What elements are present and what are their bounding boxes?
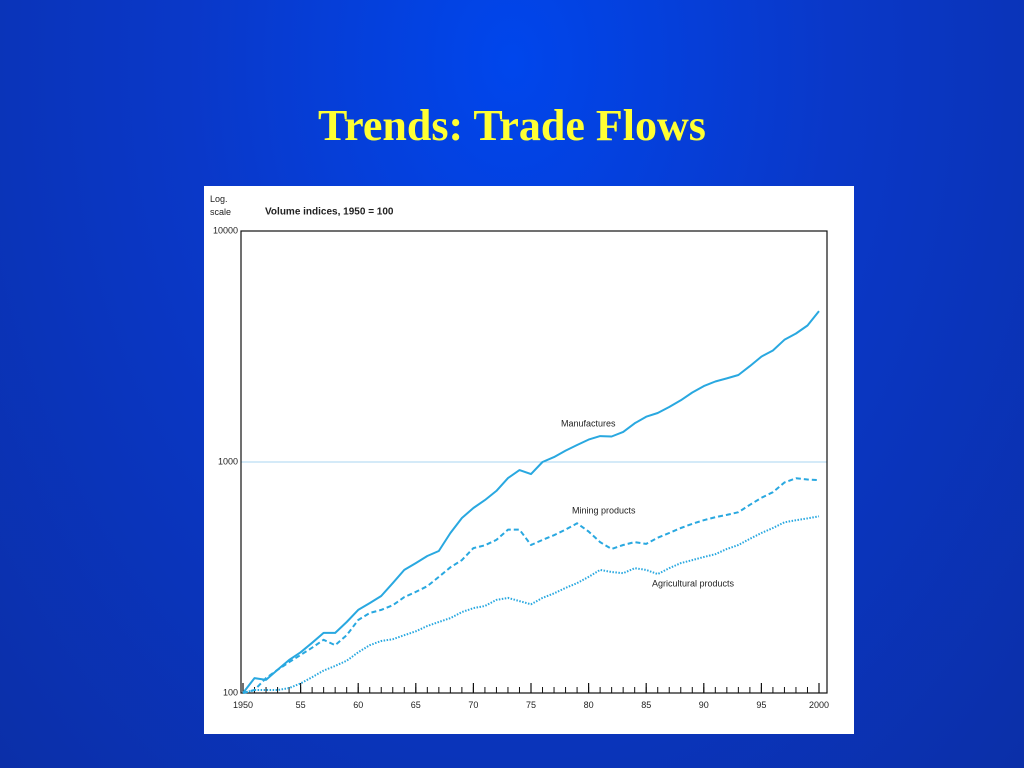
plot-frame — [240, 230, 828, 694]
x-tick-label: 60 — [353, 700, 363, 710]
y-axis-label: Log. scale — [210, 194, 232, 217]
x-tick-label: 75 — [526, 700, 536, 710]
series-label: Agricultural products — [652, 578, 735, 588]
series-label: Manufactures — [561, 418, 616, 428]
chart-title: Volume indices, 1950 = 100 — [265, 207, 394, 218]
x-tick-label: 80 — [584, 700, 594, 710]
x-tick-label: 70 — [468, 700, 478, 710]
chart-panel: Log. scale Volume indices, 1950 = 100 10… — [204, 186, 854, 734]
x-tick-label: 65 — [411, 700, 421, 710]
y-tick-label: 100 — [223, 687, 238, 697]
slide-title: Trends: Trade Flows — [318, 101, 706, 150]
series-line — [242, 477, 820, 694]
y-tick-label: 10000 — [213, 225, 238, 235]
x-tick-label: 2000 — [809, 700, 829, 710]
x-tick-label: 55 — [296, 700, 306, 710]
x-tick-label: 95 — [756, 700, 766, 710]
series-line — [242, 515, 820, 694]
x-tick-label: 90 — [699, 700, 709, 710]
x-tick-label: 1950 — [233, 700, 253, 710]
y-tick-label: 1000 — [218, 456, 238, 466]
series-label: Mining products — [572, 505, 636, 515]
series-line — [242, 310, 820, 694]
x-tick-label: 85 — [641, 700, 651, 710]
chart: Volume indices, 1950 = 100 100 1000 10000 1… — [213, 207, 829, 710]
